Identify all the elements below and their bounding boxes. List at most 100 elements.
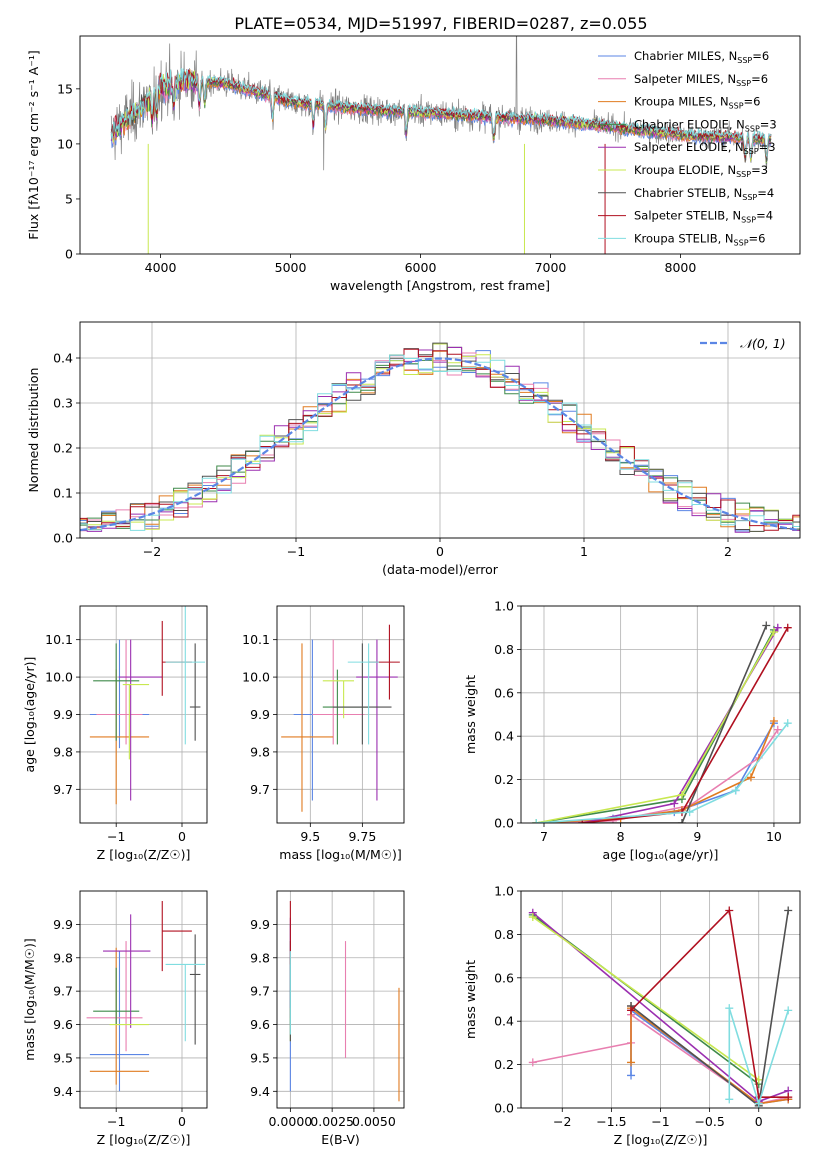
x-axis-label: Z [log₁₀(Z/Z☉)] xyxy=(97,847,191,862)
axes-frame xyxy=(79,890,208,1109)
weight-marker xyxy=(731,786,740,795)
weight-marker xyxy=(773,725,782,734)
y-tick-label: 9.5 xyxy=(250,1050,270,1065)
y-axis-label: age [log₁₀(age/yr)] xyxy=(22,657,37,773)
y-tick-label: 9.8 xyxy=(250,950,270,965)
y-tick-label: 9.7 xyxy=(250,984,270,999)
legend-label-eq: =6 xyxy=(744,95,761,109)
x-axis-label: mass [log₁₀(M/M☉)] xyxy=(279,847,401,862)
weight-line-8 xyxy=(728,1007,789,1107)
y-tick-label: 9.9 xyxy=(250,917,270,932)
x-tick-label: −1 xyxy=(287,544,305,559)
axes-frame xyxy=(79,321,801,539)
axes-residuals: −2 −1 0 1 2 0.0 0.1 0.2 0.3 0.4 (data-model)/error… xyxy=(26,321,801,577)
legend-label-eq: =4 xyxy=(756,209,773,223)
weight-line-8 xyxy=(536,722,789,823)
y-axis-label: Flux [fλ10⁻¹⁷ erg cm⁻² s⁻¹ A⁻¹] xyxy=(26,50,41,239)
histogram-1 xyxy=(80,352,800,532)
axes-age-vs-mass: 9.5 9.75 9.7 9.8 9.9 10.0 10.1 mass [log₁₀(M/M☉… xyxy=(242,605,405,862)
x-tick-label: −1 xyxy=(107,1114,125,1129)
weight-line-3 xyxy=(536,629,775,823)
x-axis-label: wavelength [Angstrom, rest frame] xyxy=(330,278,550,293)
x-tick-label: 0.0000 xyxy=(268,1114,312,1129)
y-tick-label: 9.7 xyxy=(53,782,73,797)
legend-label-eq: =3 xyxy=(759,140,776,154)
x-tick-label: −2 xyxy=(143,544,161,559)
y-tick-label: 0.0 xyxy=(494,1101,514,1116)
axes-frame xyxy=(79,35,801,255)
plot-area xyxy=(532,621,792,823)
weight-marker xyxy=(627,1058,636,1067)
y-axis-label: mass weight xyxy=(463,675,478,754)
y-tick-label: 10.0 xyxy=(242,670,270,685)
y-tick-label: 9.5 xyxy=(53,1050,73,1065)
axes-frame xyxy=(520,605,801,824)
weight-marker xyxy=(746,773,755,782)
y-axis-label: mass weight xyxy=(463,960,478,1039)
y-tick-label: 0.6 xyxy=(494,685,514,700)
legend-label-eq: =3 xyxy=(751,163,768,177)
x-tick-label: −2 xyxy=(553,1114,571,1129)
y-axis-label: Normed distribution xyxy=(26,368,41,493)
legend-label: Chabrier STELIB, NSSP=4 xyxy=(634,186,774,202)
axes-frame xyxy=(79,605,208,824)
histogram-5 xyxy=(80,343,800,532)
y-tick-label: 0.8 xyxy=(494,927,514,942)
weight-marker xyxy=(627,1006,636,1015)
weight-marker xyxy=(725,906,734,915)
y-tick-label: 0.6 xyxy=(494,970,514,985)
y-tick-label: 15 xyxy=(57,81,73,96)
x-axis-label: Z [log₁₀(Z/Z☉)] xyxy=(614,1132,708,1147)
weight-marker xyxy=(762,621,771,630)
y-tick-label: 0.0 xyxy=(53,531,73,546)
legend-label-sub: SSP xyxy=(741,216,756,225)
model-spectrum-8 xyxy=(110,67,772,159)
y-tick-label: 9.8 xyxy=(250,744,270,759)
y-tick-label: 9.8 xyxy=(53,950,73,965)
model-spectrum-7 xyxy=(110,69,772,159)
y-tick-label: 0.8 xyxy=(494,642,514,657)
legend-label-eq: =6 xyxy=(752,49,769,63)
legend-label-main: Salpeter STELIB, N xyxy=(634,209,741,223)
y-tick-label: 1.0 xyxy=(494,599,514,614)
weight-line-3 xyxy=(532,914,760,1085)
y-tick-label: 10 xyxy=(57,136,73,151)
legend-label-main: Salpeter MILES, N xyxy=(634,72,736,86)
legend-label-sub: SSP xyxy=(734,238,749,247)
legend-label: Salpeter MILES, NSSP=6 xyxy=(634,72,768,88)
axes-frame xyxy=(520,890,801,1109)
weight-marker xyxy=(783,623,792,632)
axes-mass-vs-Z: −1 0 9.4 9.5 9.6 9.7 9.8 9.9 Z [log₁₀(Z/Z☉)] mass… xyxy=(22,890,208,1147)
legend-label-main: Chabrier MILES, N xyxy=(634,49,737,63)
y-tick-label: 9.7 xyxy=(53,984,73,999)
y-tick-label: 1.0 xyxy=(494,884,514,899)
legend-label-sub: SSP xyxy=(745,124,760,133)
y-tick-label: 9.9 xyxy=(53,917,73,932)
weight-line-1 xyxy=(536,729,779,823)
legend-label-sub: SSP xyxy=(729,102,744,111)
axes-weight-vs-Z: −2 −1.5 −1 −0.5 0 0.0 0.2 0.4 0.6 0.8 1.0 Z [log₁₀(… xyxy=(463,884,801,1147)
y-tick-label: 0.2 xyxy=(494,1057,514,1072)
weight-marker xyxy=(754,1099,763,1108)
y-tick-label: 9.9 xyxy=(53,707,73,722)
y-tick-label: 5 xyxy=(65,191,73,206)
x-tick-label: 2 xyxy=(724,544,732,559)
x-tick-label: 0 xyxy=(436,544,444,559)
legend-label: Chabrier ELODIE, NSSP=3 xyxy=(634,117,777,133)
x-tick-label: 7000 xyxy=(535,260,567,275)
x-tick-label: 5000 xyxy=(275,260,307,275)
legend-label-main: Salpeter ELODIE, N xyxy=(634,140,744,154)
legend-label-sub: SSP xyxy=(742,193,757,202)
x-tick-label: 7 xyxy=(540,829,548,844)
weight-marker xyxy=(627,1071,636,1080)
y-tick-label: 9.4 xyxy=(250,1084,270,1099)
x-tick-label: 0 xyxy=(755,1114,763,1129)
weight-marker xyxy=(532,819,541,823)
y-tick-label: 0 xyxy=(65,247,73,262)
histogram-6 xyxy=(80,342,800,532)
legend-label-main: Chabrier ELODIE, N xyxy=(634,117,745,131)
histogram-4 xyxy=(80,347,800,533)
x-tick-label: 9 xyxy=(693,829,701,844)
plot-area xyxy=(281,624,400,812)
